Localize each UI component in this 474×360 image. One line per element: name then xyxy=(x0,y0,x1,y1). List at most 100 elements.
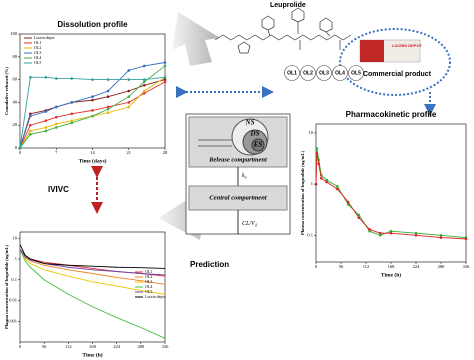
arrow xyxy=(172,12,220,66)
data-point xyxy=(314,182,318,186)
data-point xyxy=(91,114,94,118)
data-point xyxy=(127,95,131,98)
legend-label: OL1 xyxy=(34,40,41,45)
es: ES xyxy=(253,141,263,149)
x-tick-label: 280 xyxy=(137,344,145,349)
y-tick-label: 0.1 xyxy=(307,232,313,237)
data-point xyxy=(106,105,110,109)
data-point xyxy=(336,187,339,191)
legend-label: OL2 xyxy=(145,274,152,279)
x-tick-label: 336 xyxy=(162,344,170,349)
series-line xyxy=(19,76,166,149)
x-tick-label: 56 xyxy=(339,264,344,269)
legend-label: OL4 xyxy=(34,55,41,60)
y-tick-label: 1 xyxy=(311,181,313,186)
data-point xyxy=(127,105,131,109)
rate-arrows xyxy=(198,139,232,147)
y-tick-label: 0.001 xyxy=(7,318,17,323)
plot-frame xyxy=(315,123,467,263)
formulation-circle xyxy=(348,65,364,81)
data-point xyxy=(106,95,110,98)
data-point xyxy=(142,64,146,68)
cl-sub: d xyxy=(255,222,258,227)
series-line xyxy=(19,248,166,295)
legend-label: OL5 xyxy=(34,60,41,65)
data-point xyxy=(368,228,371,231)
data-point xyxy=(317,162,320,166)
data-point xyxy=(106,78,110,81)
data-point xyxy=(54,126,58,129)
data-point xyxy=(91,98,94,102)
data-point xyxy=(70,119,74,122)
ka: ka xyxy=(242,173,247,179)
data-point xyxy=(389,229,393,233)
x-axis-label: Time (days) xyxy=(79,157,107,164)
legend-label: OL4 xyxy=(145,284,152,289)
product-stripe xyxy=(360,40,384,62)
series-line xyxy=(19,248,166,285)
y-tick-label: 1 xyxy=(15,256,17,261)
data-point xyxy=(127,78,131,81)
data-point xyxy=(106,89,110,93)
data-point xyxy=(315,152,319,155)
data-point xyxy=(127,101,131,104)
data-point xyxy=(29,123,32,127)
product-label: Commercial product xyxy=(363,71,432,78)
product-ellipse xyxy=(339,28,451,96)
y-tick-label: 0 xyxy=(15,145,18,150)
legend-label: OL5 xyxy=(145,289,152,294)
ns: NS xyxy=(245,119,255,127)
data-point xyxy=(29,114,32,118)
data-point xyxy=(44,119,48,122)
series-line xyxy=(19,79,166,149)
data-point xyxy=(44,129,48,133)
formulation-circle xyxy=(300,65,316,81)
y-tick-label: 40 xyxy=(13,99,18,104)
x-tick-label: 28 xyxy=(163,150,168,155)
data-point xyxy=(106,111,110,114)
data-point xyxy=(54,122,58,126)
ivivc: IVIVC xyxy=(48,185,69,194)
cl: CL/Vd xyxy=(242,221,258,227)
series-line xyxy=(19,62,166,149)
data-point xyxy=(54,77,58,80)
data-point xyxy=(163,78,167,81)
es-circle xyxy=(251,138,265,152)
legend-label: OL1 xyxy=(145,269,152,274)
data-point xyxy=(325,180,329,184)
formulation-label: OL2 xyxy=(303,70,313,76)
data-point xyxy=(163,61,167,64)
y-tick-label: 20 xyxy=(13,122,18,127)
data-point xyxy=(70,101,74,104)
data-point xyxy=(91,95,94,98)
data-point xyxy=(29,129,32,133)
data-point xyxy=(54,115,58,119)
data-point xyxy=(163,80,167,84)
data-point xyxy=(70,77,74,80)
y-tick-label: 80 xyxy=(13,54,18,59)
data-point xyxy=(315,147,319,150)
data-point xyxy=(29,133,32,136)
data-point xyxy=(44,126,48,129)
cl-symbol: CL/V xyxy=(242,221,256,227)
data-point xyxy=(44,110,48,113)
series-line xyxy=(19,81,166,149)
data-point xyxy=(142,84,146,87)
ds: DS xyxy=(250,130,260,138)
series-line xyxy=(315,153,467,240)
data-point xyxy=(378,233,382,237)
data-point xyxy=(142,78,146,81)
data-point xyxy=(127,89,131,93)
x-tick-label: 224 xyxy=(113,344,121,349)
y-axis-label: Plasma concentration of leuprolide (ng/m… xyxy=(300,151,305,235)
x-tick-label: 0 xyxy=(19,150,22,155)
data-point xyxy=(127,69,131,72)
y-tick-label: 0.01 xyxy=(9,298,17,303)
data-point xyxy=(44,76,48,79)
central-label: Central compartment xyxy=(209,194,266,201)
data-point xyxy=(368,229,371,233)
data-point xyxy=(163,76,167,79)
x-tick-label: 112 xyxy=(65,344,72,349)
data-point xyxy=(70,112,74,116)
data-point xyxy=(142,80,146,84)
